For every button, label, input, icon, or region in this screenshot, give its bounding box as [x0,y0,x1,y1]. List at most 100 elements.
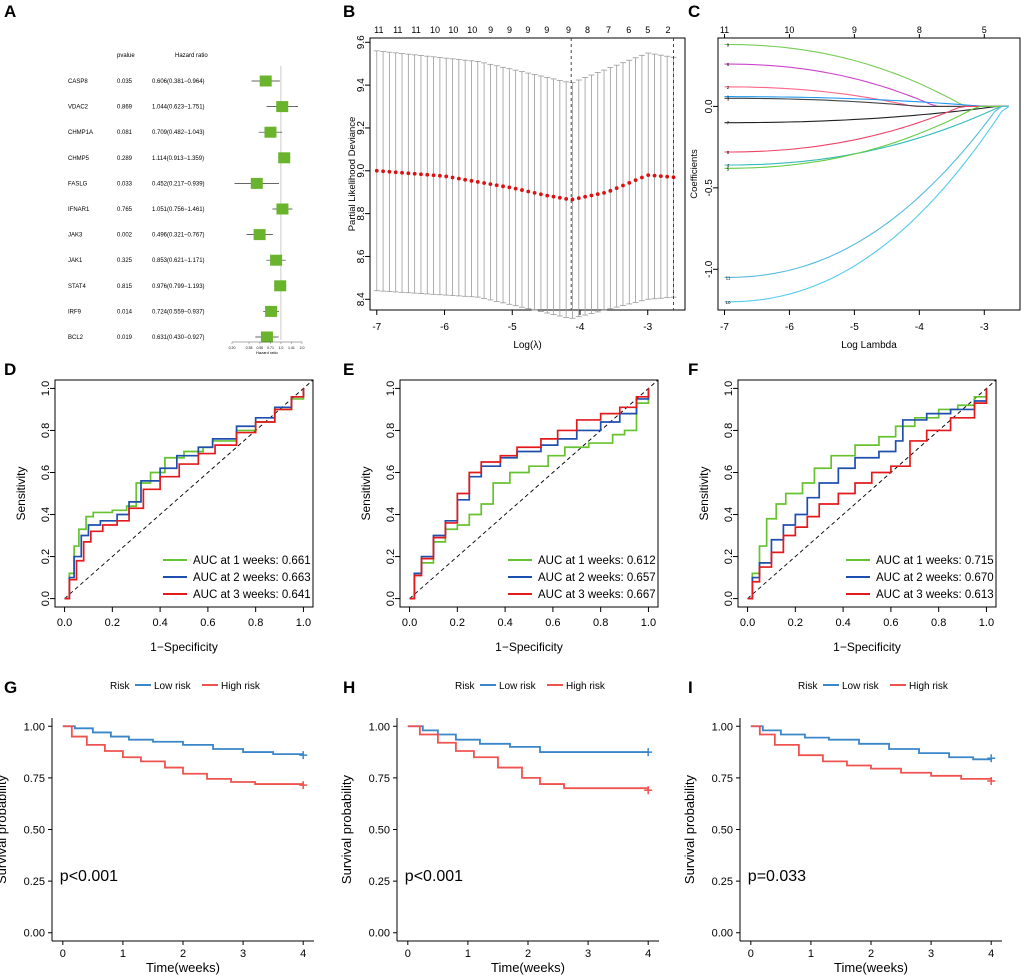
hr-box [253,229,266,241]
diagonal-reference [64,379,314,599]
legend-label-high: High risk [566,681,606,692]
x-tick-label: 0.8 [248,617,263,629]
y-tick-label: 9.2 [356,121,367,135]
y-tick-label: 0.6 [385,465,397,480]
pvalue-cell: 0.815 [117,284,133,290]
x-axis-label: 1−Specificity [833,640,901,654]
y-tick-label: 0.75 [369,773,390,785]
hr-cell: 1.114(0.913−1.359) [152,156,204,162]
y-tick-label: 0.4 [385,507,397,522]
x-tick-label: 1 [465,948,471,960]
y-tick-label: 0.25 [24,876,45,888]
y-tick-label: 9.4 [356,78,367,92]
panel-b-lasso-cv: -7 -6 -5 -4 -3 8.4 8.6 8.8 9.0 9.2 9.4 9.6 11 11 11 10 1… [347,25,686,351]
x-tick-label: 0 [748,948,754,960]
y-axis-label: Partial Likelihood Deviance [347,117,358,232]
forest-tick-label: 1.0 [278,346,283,350]
x-tick-label: -4 [915,322,924,333]
deviance-point [532,190,537,195]
x-tick-label: 1 [808,948,814,960]
y-tick-label: 0.6 [723,465,735,480]
censor-mark [299,751,308,760]
x-tick-label: 4 [988,948,994,960]
hr-box [274,280,287,292]
hr-cell: 0.631(0.430−0.927) [152,335,205,341]
hr-box [278,152,291,164]
y-tick-label: 0.8 [40,423,52,438]
hr-box [264,126,277,138]
hr-cell: 0.452(0.217−0.939) [152,181,205,187]
deviance-point [608,188,613,193]
x-tick-label: 0.6 [545,617,560,629]
panel-e-roc: 0.0 0.0 0.2 0.2 0.4 0.4 0.6 0.6 0.8 0.8 1.0 1.0 1−Sp… [359,379,659,654]
x-tick-label: 1.0 [641,617,656,629]
x-axis-label: Log Lambda [841,340,897,351]
path-label: 10 [725,300,731,305]
panel-label-a: A [4,2,16,21]
deviance-point [513,186,518,191]
x-tick-label: -6 [440,322,449,333]
top-count-label: 8 [917,25,922,35]
panel-label-h: H [343,678,355,697]
deviance-point [419,172,423,177]
y-tick-label: 1.00 [24,721,45,733]
deviance-point [545,193,550,198]
censor-mark [987,754,996,763]
hr-cell: 1.044(0.623−1.751) [152,105,205,111]
deviance-point [469,178,474,183]
y-axis-label: Sensitivity [359,466,373,520]
hr-box [250,177,263,189]
deviance-point [475,180,480,184]
x-axis-label: Time(weeks) [834,960,908,975]
top-count-label: 5 [645,25,650,35]
forest-tick-label: 0.35 [246,346,253,350]
x-tick-label: 0.8 [931,617,946,629]
legend-title: Risk [798,681,818,692]
x-tick-label: 3 [928,948,934,960]
survival-curve-low-risk [407,725,649,753]
x-tick-label: 1 [120,948,126,960]
gene-label: CASP8 [68,79,88,85]
panel-f-roc: 0.0 0.0 0.2 0.2 0.4 0.4 0.6 0.6 0.8 0.8 1.0 1.0 1−Sp… [697,379,997,654]
survival-curve-low-risk [62,725,305,756]
deviance-point [431,173,436,178]
legend-label: AUC at 3 weeks: 0.667 [538,589,656,601]
y-axis-label: Survival probability [0,774,9,884]
path-label: 4 [727,163,730,168]
x-tick-label: -5 [850,322,859,333]
hr-box [276,101,289,113]
x-tick-label: 0.6 [200,617,215,629]
deviance-point [539,192,543,197]
legend-label-low: Low risk [499,681,537,692]
pvalue-cell: 0.002 [117,233,133,239]
x-tick-label: 0.8 [593,617,608,629]
top-count-label: 10 [467,25,477,35]
y-tick-label: 0.0 [385,591,397,606]
top-count-label: 9 [525,25,530,35]
path-label: 1 [727,95,730,100]
y-tick-label: 0.75 [24,773,45,785]
x-tick-label: -7 [372,322,381,333]
y-tick-label: 0.6 [40,465,52,480]
x-tick-label: 1.0 [979,617,994,629]
x-tick-label: 2 [525,948,531,960]
path-label: 5 [727,166,730,171]
gene-label: IRF9 [68,309,82,315]
gene-label: VDAC2 [68,105,89,111]
legend-label: AUC at 1 weeks: 0.661 [193,555,311,567]
roc-curve [64,388,305,600]
top-count-label: 5 [982,25,987,35]
x-tick-label: -7 [720,322,729,333]
x-tick-label: -5 [508,322,517,333]
hr-box [260,331,273,343]
deviance-point [557,195,562,200]
y-tick-label: 9.6 [356,35,367,49]
top-count-label: 9 [852,25,857,35]
y-tick-label: -0.5 [704,179,715,197]
y-tick-label: 1.00 [369,721,390,733]
gene-label: BCL2 [68,335,84,341]
gene-label: IFNAR1 [68,207,90,213]
diagonal-reference [409,379,659,599]
path-label: 6 [727,62,730,67]
